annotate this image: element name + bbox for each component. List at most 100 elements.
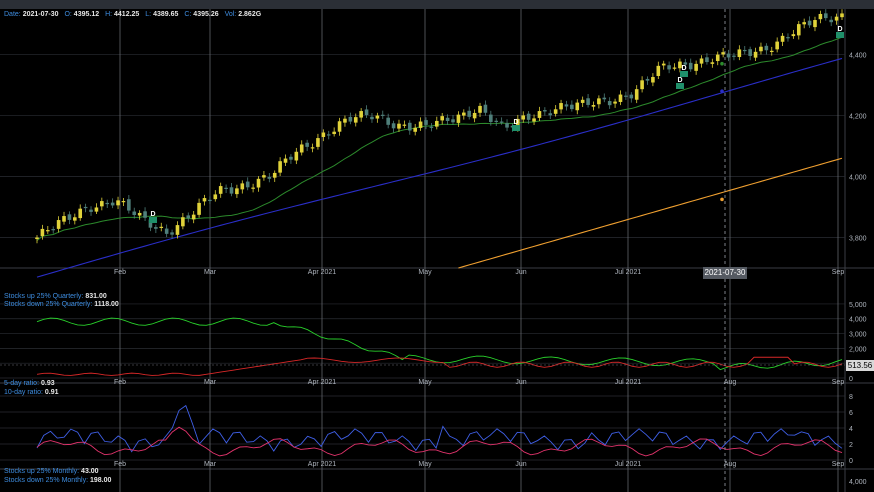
candle-body: [780, 35, 785, 42]
candle-body: [710, 62, 715, 64]
candle-body: [505, 123, 509, 128]
candle-body: [688, 62, 693, 70]
y-tick-label: 2,000: [849, 346, 867, 353]
candle-body: [640, 80, 644, 90]
candle-body: [705, 57, 709, 63]
ma-short-marker: [720, 61, 724, 66]
candle-body: [35, 237, 39, 240]
x-tick-label: Aug: [724, 379, 737, 386]
signal-d-label: D: [513, 119, 518, 126]
candle-body: [143, 211, 147, 218]
y-tick-label: 4,000: [849, 317, 867, 324]
candle-body: [137, 212, 142, 216]
candle-body: [67, 214, 72, 220]
y-tick-label: 8: [849, 394, 853, 401]
quarterly-down-line: [36, 356, 843, 376]
candle-body: [548, 113, 553, 116]
candle-body: [46, 230, 50, 232]
candle-body: [732, 55, 736, 57]
y-tick-label: 4,200: [849, 114, 867, 121]
candle-body: [326, 134, 331, 136]
candle-body: [672, 67, 677, 69]
candle-body: [597, 98, 601, 105]
candle-body: [413, 127, 417, 132]
candle-body: [316, 138, 320, 147]
ma-long-marker: [720, 197, 724, 202]
candle-body: [321, 132, 326, 138]
candle-body: [40, 228, 45, 237]
candle-body: [840, 13, 844, 18]
candle-body: [148, 219, 153, 228]
ratio-5day-line: [36, 404, 843, 453]
candle-body: [607, 101, 612, 106]
candle-body: [424, 120, 428, 125]
x-tick-label: May: [418, 269, 432, 276]
candle-body: [337, 121, 342, 132]
candle-body: [553, 109, 558, 114]
candle-body: [175, 225, 180, 235]
candle-body: [56, 220, 61, 229]
candle-body: [456, 114, 461, 123]
ratio-10day-line: [36, 426, 843, 457]
candle-body: [164, 228, 169, 234]
y-tick-label: 0: [849, 376, 853, 383]
panel4-legend-up: Stocks up 25% Monthly: 43.00: [4, 468, 99, 475]
candle-body: [170, 232, 174, 235]
candle-body: [775, 41, 779, 50]
candle-body: [818, 13, 823, 20]
x-tick-label: Mar: [204, 461, 217, 468]
candle-body: [116, 200, 120, 206]
x-tick-label: May: [418, 461, 432, 468]
y-tick-label: 4,400: [849, 53, 867, 60]
candle-body: [656, 65, 661, 76]
candle-body: [78, 208, 83, 219]
candle-body: [467, 110, 472, 117]
candle-body: [380, 114, 385, 116]
candle-body: [742, 49, 747, 52]
signal-d-label: D: [837, 26, 842, 33]
signal-badge: [512, 125, 520, 131]
candle-body: [299, 144, 304, 153]
cursor-date-label: 2021-07-30: [703, 267, 747, 279]
candle-body: [445, 117, 450, 122]
candle-body: [802, 22, 806, 25]
candle-body: [494, 120, 499, 122]
candle-body: [375, 115, 380, 119]
x-tick-label: May: [418, 379, 432, 386]
x-tick-label: Jun: [515, 269, 526, 276]
candle-body: [359, 111, 363, 118]
y-tick-label: 2: [849, 442, 853, 449]
candle-body: [483, 104, 488, 113]
candle-body: [823, 13, 828, 19]
candle-body: [834, 16, 839, 21]
signal-d-label: D: [681, 65, 686, 72]
candle-body: [634, 89, 639, 100]
panel2-legend-down: Stocks down 25% Quarterly: 1118.00: [4, 301, 119, 308]
candle-body: [397, 123, 401, 129]
candle-body: [386, 117, 390, 125]
signal-badge: [680, 71, 688, 77]
candle-body: [364, 109, 369, 116]
candle-body: [764, 45, 769, 51]
x-tick-label: Jun: [515, 461, 526, 468]
panel2-legend-up: Stocks up 25% Quarterly: 831.00: [4, 293, 107, 300]
candle-body: [181, 217, 185, 227]
candle-body: [213, 194, 218, 200]
ma-short-line: [36, 36, 843, 241]
y-tick-label: 4,000: [849, 479, 867, 486]
x-tick-label: Mar: [204, 379, 217, 386]
candle-body: [753, 51, 758, 58]
y-tick-label: 5,000: [849, 302, 867, 309]
candle-body: [100, 201, 104, 207]
candle-body: [159, 226, 164, 228]
candle-body: [440, 116, 445, 121]
candle-body: [759, 46, 763, 52]
candle-body: [591, 105, 596, 107]
candle-body: [807, 20, 812, 26]
y-tick-label: 3,800: [849, 236, 867, 243]
candle-body: [629, 94, 634, 99]
candle-body: [235, 188, 239, 195]
top-toolbar: [0, 0, 874, 9]
candle-body: [580, 99, 585, 103]
